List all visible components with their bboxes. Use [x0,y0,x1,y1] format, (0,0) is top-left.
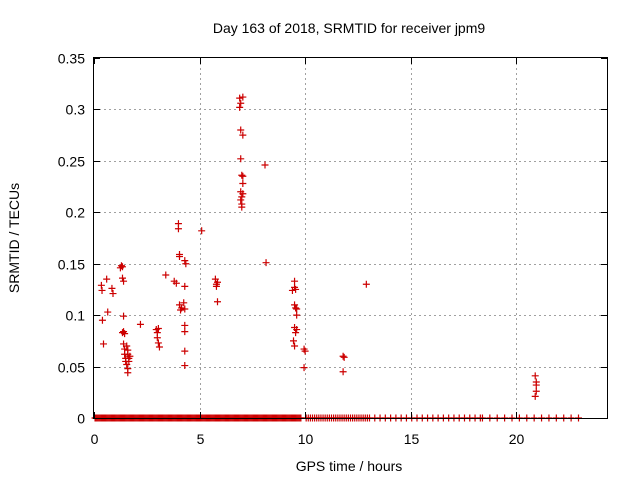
data-point [237,155,245,163]
data-point [362,280,370,288]
grid-lines [94,58,607,418]
data-point [237,99,245,107]
data-point [291,342,299,350]
data-point [214,278,221,286]
data-point [238,193,246,201]
data-point [236,94,244,102]
data-point [155,343,163,351]
data-point [340,353,348,361]
data-point [532,381,540,389]
data-point [182,260,190,268]
data-point [262,259,270,267]
data-point [181,347,189,355]
y-tick-label: 0.15 [58,257,85,273]
data-point [181,282,189,290]
y-tick-label: 0.25 [58,154,85,170]
data-point [531,392,539,400]
x-tick-label: 15 [404,431,420,447]
y-tick-label: 0.1 [66,308,86,324]
y-tick-label: 0.3 [66,102,86,118]
data-point [162,271,170,279]
data-point [339,368,347,376]
y-tick-label: 0.2 [66,205,86,221]
data-point [180,299,188,307]
data-point [181,321,189,329]
data-point [172,279,180,287]
data-point [117,262,125,270]
data-point [181,328,189,336]
x-axis-label: GPS time / hours [296,458,403,474]
data-points [91,93,582,422]
data-point [212,282,220,290]
chart-title: Day 163 of 2018, SRMTID for receiver jpm… [213,20,486,36]
x-tick-label: 20 [509,431,525,447]
data-point [237,196,245,204]
y-tick-label: 0.05 [58,360,85,376]
data-point [176,253,183,261]
data-point [119,274,126,282]
data-point [239,93,247,101]
data-point [291,301,299,309]
data-point [293,305,301,313]
data-point [239,131,247,139]
y-tick-label: 0 [77,411,85,427]
data-point [153,334,161,342]
data-point [98,286,106,294]
data-point [104,308,112,316]
data-point [293,326,301,334]
data-point [120,277,128,285]
data-point [237,126,245,134]
x-tick-label: 10 [298,431,314,447]
data-point [238,203,246,211]
data-point [108,284,116,292]
data-point [100,340,107,348]
data-point [292,329,300,337]
data-point [124,369,132,377]
data-point [292,304,300,312]
data-point [239,179,247,187]
data-point [125,357,133,365]
data-point [301,347,309,355]
data-point [238,171,246,179]
data-point [154,325,162,333]
data-point [339,352,347,360]
plot-frame [93,57,608,419]
data-point [292,285,300,293]
data-point [214,298,221,306]
data-point [531,372,539,380]
y-tick-label: 0.35 [58,51,85,67]
data-point [109,290,117,298]
data-point [236,103,244,111]
data-point [300,364,308,372]
data-point [291,277,299,285]
data-point [239,190,247,198]
data-point [181,305,189,313]
data-point [123,342,131,350]
data-point [121,330,129,338]
data-point [103,275,111,283]
data-point [154,339,162,347]
data-point [97,281,105,289]
data-point [181,257,189,265]
data-point [136,320,144,328]
data-point [261,161,269,169]
x-tick-label: 0 [91,431,99,447]
data-point [174,225,182,233]
data-point [293,311,301,319]
data-point [120,312,128,320]
data-point [181,362,189,370]
data-point [119,263,126,271]
data-point [532,387,540,395]
data-point [290,337,297,345]
data-point [198,227,206,235]
y-axis-label: SRMTID / TECUs [6,183,22,293]
data-point [98,316,106,324]
x-tick-label: 5 [197,431,205,447]
data-point [239,172,247,180]
data-point [178,304,186,312]
axes: 0 0.05 0.1 0.15 0.2 0.25 0.3 0.35 0 5 10 15 20 [58,51,607,447]
data-point [126,352,134,360]
